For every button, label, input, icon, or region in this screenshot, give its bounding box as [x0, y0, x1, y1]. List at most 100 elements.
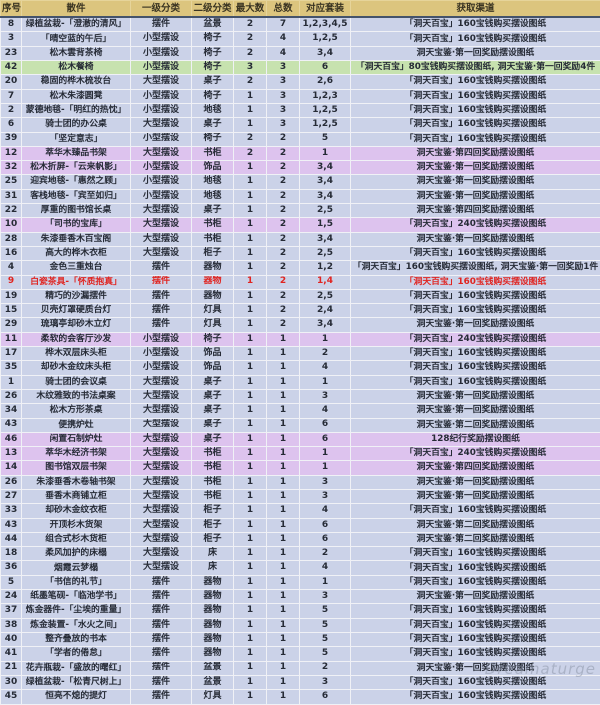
- cell-cat1: 大型摆设: [130, 145, 192, 162]
- cell-max: 1: [233, 288, 267, 305]
- cell-source: 「洞天百宝」160宝钱购买摆设图纸: [350, 245, 600, 262]
- cell-no: 29: [0, 317, 22, 333]
- cell-no: 43: [0, 517, 22, 533]
- cell-source: 「洞天百宝」160宝钱购买摆设图纸: [350, 117, 600, 133]
- cell-sets: 5: [299, 603, 351, 619]
- cell-cat2: 饰品: [191, 360, 234, 376]
- cell-name: 精巧的沙漏摆件: [21, 288, 131, 305]
- cell-max: 1: [233, 460, 267, 476]
- cell-total: 1: [266, 331, 300, 348]
- cell-name: 闲置石制炉灶: [21, 431, 131, 448]
- cell-total: 1: [266, 446, 300, 462]
- cell-cat1: 大型摆设: [130, 203, 192, 219]
- cell-source: 洞天宝鉴·第四回奖励摆设图纸: [350, 145, 600, 162]
- cell-total: 3: [266, 88, 300, 104]
- cell-sets: 5: [299, 131, 351, 147]
- cell-total: 2: [266, 203, 300, 219]
- cell-no: 3: [0, 31, 22, 47]
- cell-max: 1: [233, 446, 267, 462]
- cell-source: 洞天宝鉴·第一回奖励摆设图纸: [350, 474, 600, 490]
- table-row: 43 便携炉灶 大型摆设 桌子 1 1 6 洞天宝鉴·第二回奖励摆设图纸: [0, 417, 600, 433]
- table-row: 38 炼金装置-「水火之间」 摆件 器物 1 1 5 「洞天百宝」160宝钱购买摆设图纸: [0, 617, 600, 633]
- cell-name: 便携炉灶: [21, 417, 131, 433]
- cell-cat1: 大型摆设: [130, 431, 192, 448]
- table-row: 19 精巧的沙漏摆件 摆件 器物 1 2 2,5 「洞天百宝」160宝钱购买摆设图纸: [0, 288, 600, 305]
- table-row: 41 「学者的倦怠」 摆件 器物 1 1 5 「洞天百宝」160宝钱购买摆设图纸: [0, 646, 600, 662]
- table-row: 37 炼金器件-「尘埃的重量」 摆件 器物 1 1 5 「洞天百宝」160宝钱购买摆设图纸: [0, 603, 600, 619]
- cell-total: 1: [266, 417, 300, 433]
- cell-cat1: 摆件: [130, 288, 192, 305]
- cell-source: 「洞天百宝」160宝钱购买摆设图纸: [350, 288, 600, 305]
- cell-no: 11: [0, 331, 22, 348]
- cell-max: 1: [233, 231, 267, 247]
- cell-cat2: 盆景: [191, 674, 234, 691]
- table-row: 13 萃华木经济书架 大型摆设 书柜 1 1 1 「洞天百宝」240宝钱购买摆设图纸: [0, 446, 600, 462]
- table-row: 1 骑士团的会议桌 大型摆设 桌子 1 1 1 「洞天百宝」160宝钱购买摆设图纸: [0, 374, 600, 390]
- cell-max: 1: [233, 474, 267, 490]
- cell-total: 1: [266, 689, 300, 705]
- cell-no: 20: [0, 74, 22, 90]
- cell-cat2: 书柜: [191, 488, 234, 505]
- cell-name: 垂香木商铺立柜: [21, 488, 131, 505]
- cell-total: 1: [266, 531, 300, 548]
- cell-cat1: 大型摆设: [130, 517, 192, 533]
- cell-name: 却砂木金纹床头柜: [21, 360, 131, 376]
- cell-total: 1: [266, 503, 300, 519]
- table-row: 36 烟霞云梦榻 大型摆设床 1 1 4 「洞天百宝」160宝钱购买摆设图纸: [0, 560, 600, 576]
- cell-sets: 3,4: [299, 317, 351, 333]
- table-row: 39 「坚定意志」 小型摆设 椅子 2 2 5 「洞天百宝」160宝钱购买摆设图纸: [0, 131, 600, 147]
- cell-sets: 4: [299, 360, 351, 376]
- cell-name: 白瓷茶具-「怀质抱真」: [21, 274, 131, 290]
- cell-cat1: 大型摆设: [130, 231, 192, 247]
- col-header-name: 散件: [21, 0, 131, 18]
- cell-no: 32: [0, 160, 22, 176]
- cell-sets: 1: [299, 331, 351, 348]
- cell-no: 1: [0, 374, 22, 390]
- cell-no: 12: [0, 145, 22, 162]
- cell-source: 「洞天百宝」160宝钱购买摆设图纸: [350, 546, 600, 562]
- cell-source: 「洞天百宝」160宝钱购买摆设图纸: [350, 503, 600, 519]
- cell-sets: 1,2,3,4,5: [299, 16, 351, 33]
- cell-no: 28: [0, 231, 22, 247]
- table-row: 40 整齐叠放的书本 摆件 器物 1 1 5 「洞天百宝」160宝钱购买摆设图纸: [0, 631, 600, 648]
- cell-cat2: 桌子: [191, 431, 234, 448]
- cell-cat2: 器物: [191, 631, 234, 648]
- cell-no: 35: [0, 360, 22, 376]
- cell-name: 松木方形茶桌: [21, 403, 131, 419]
- cell-max: 1: [233, 646, 267, 662]
- cell-no: 34: [0, 403, 22, 419]
- cell-cat2: 椅子: [191, 131, 234, 147]
- cell-cat2: 器物: [191, 260, 234, 276]
- cell-cat1: 大型摆设: [130, 117, 192, 133]
- cell-cat1: 大型摆设: [130, 446, 192, 462]
- cell-source: 洞天宝鉴·第二回奖励摆设图纸: [350, 517, 600, 533]
- cell-sets: 6: [299, 417, 351, 433]
- cell-name: 「司书的宝库」: [21, 217, 131, 233]
- cell-no: 25: [0, 174, 22, 190]
- table-row: 2 蒙德地毯-「明红的热忱」 小型摆设 地毯 1 3 1,2,5 「洞天百宝」160宝钱购买摆…: [0, 102, 600, 119]
- table-header-row: 序号 散件 一级分类 二级分类 最大数 总数 对应套装 获取渠道: [0, 0, 600, 18]
- cell-sets: 2: [299, 660, 351, 676]
- cell-total: 1: [266, 360, 300, 376]
- cell-total: 1: [266, 631, 300, 648]
- cell-sets: 5: [299, 646, 351, 662]
- cell-cat1: 大型摆设: [130, 374, 192, 390]
- cell-total: 1: [266, 374, 300, 390]
- cell-name: 整齐叠放的书本: [21, 631, 131, 648]
- cell-total: 1: [266, 660, 300, 676]
- cell-sets: 4: [299, 503, 351, 519]
- cell-no: 5: [0, 574, 22, 591]
- cell-source: 「洞天百宝」80宝钱购买摆设图纸, 洞天宝鉴·第一回奖励4件: [350, 60, 600, 76]
- cell-source: 洞天宝鉴·第一回奖励摆设图纸: [350, 231, 600, 247]
- cell-cat1: 小型摆设: [130, 45, 192, 62]
- cell-cat2: 书柜: [191, 217, 234, 233]
- cell-max: 1: [233, 546, 267, 562]
- col-header-no: 序号: [0, 0, 22, 18]
- cell-sets: 6: [299, 689, 351, 705]
- cell-sets: 1,2,5: [299, 117, 351, 133]
- cell-cat2: 地毯: [191, 174, 234, 190]
- table-row: 8 绿植盆栽-「澄澈的清风」 摆件 盆景 2 7 1,2,3,4,5 「洞天百宝」160宝钱购…: [0, 16, 600, 33]
- cell-sets: 2,5: [299, 245, 351, 262]
- cell-no: 36: [0, 560, 22, 576]
